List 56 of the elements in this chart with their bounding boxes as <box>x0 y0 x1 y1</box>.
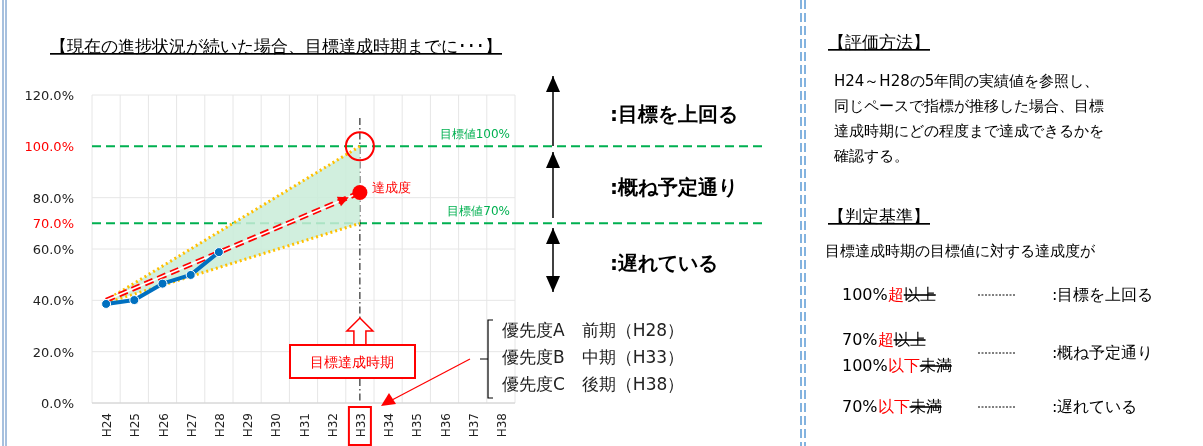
x-tick-label: H38 <box>494 413 509 438</box>
ref-line-label: 目標値100% <box>439 127 510 142</box>
x-tick-label: H26 <box>156 413 171 438</box>
text: 70% <box>842 330 878 349</box>
x-tick-label: H37 <box>466 413 481 438</box>
x-tick-label: H31 <box>297 413 312 438</box>
y-tick-label: 80.0% <box>32 190 74 206</box>
annotation: 優先度C 後期（H38） <box>502 374 685 394</box>
x-tick-label: H28 <box>212 413 227 438</box>
text: H24～H28の5年間の実績値を参照し、 <box>834 72 1100 90</box>
text: 以下 <box>887 356 920 375</box>
text: 100% <box>842 356 888 375</box>
text: :目標を上回る <box>610 102 738 126</box>
text: 未満 <box>919 356 952 375</box>
y-tick-label: 40.0% <box>32 293 74 309</box>
text: 目標達成時期の目標値に対する達成度が <box>825 242 1096 260</box>
y-tick-label: 0.0% <box>40 396 74 411</box>
text: 【判定基準】 <box>828 206 930 226</box>
y-tick-label: 70.0% <box>32 216 74 232</box>
x-tick-label: H25 <box>128 413 143 438</box>
chart-title: 【現在の進捗状況が続いた場合、目標達成時期までに･･･】 <box>50 36 502 56</box>
x-tick-label: H32 <box>325 413 340 438</box>
y-tick-label: 20.0% <box>32 344 74 360</box>
text: 70% <box>842 397 878 416</box>
x-tick-label: H24 <box>100 413 115 438</box>
text: 超 <box>877 330 894 349</box>
x-tick-label: H30 <box>269 413 284 438</box>
text: 同じペースで指標が推移した場合、目標 <box>834 97 1104 115</box>
annotation: 優先度A 前期（H28） <box>502 320 685 340</box>
series-label: 達成度 <box>371 179 411 195</box>
text: 達成時期にどの程度まで達成できるかを <box>834 122 1104 140</box>
text: 超 <box>887 285 904 304</box>
x-tick-label: H33 <box>353 413 368 438</box>
y-tick-label: 100.0% <box>24 139 74 155</box>
text: 未満 <box>909 397 942 416</box>
y-tick-label: 60.0% <box>32 242 74 257</box>
text: 以下 <box>877 397 910 416</box>
x-tick-label: H27 <box>184 413 199 438</box>
x-tick-label: H35 <box>410 413 425 438</box>
annotation: 目標達成時期 <box>310 354 394 370</box>
text: 【評価方法】 <box>828 32 930 52</box>
text: :目標を上回る <box>1052 285 1154 304</box>
annotation: 優先度B 中期（H33） <box>502 347 685 367</box>
text: 100% <box>842 285 888 304</box>
text: 以上 <box>903 285 936 304</box>
y-tick-label: 120.0% <box>24 88 74 103</box>
text: 以上 <box>893 330 926 349</box>
ref-line-label: 目標値70% <box>447 204 510 219</box>
text: :概ね予定通り <box>610 175 738 199</box>
text: :遅れている <box>1052 397 1138 416</box>
text: :概ね予定通り <box>1052 343 1154 362</box>
text: 確認する。 <box>833 147 909 165</box>
x-tick-label: H29 <box>241 413 256 438</box>
x-tick-label: H36 <box>438 413 453 438</box>
x-tick-label: H34 <box>382 413 397 438</box>
text: :遅れている <box>610 251 718 275</box>
